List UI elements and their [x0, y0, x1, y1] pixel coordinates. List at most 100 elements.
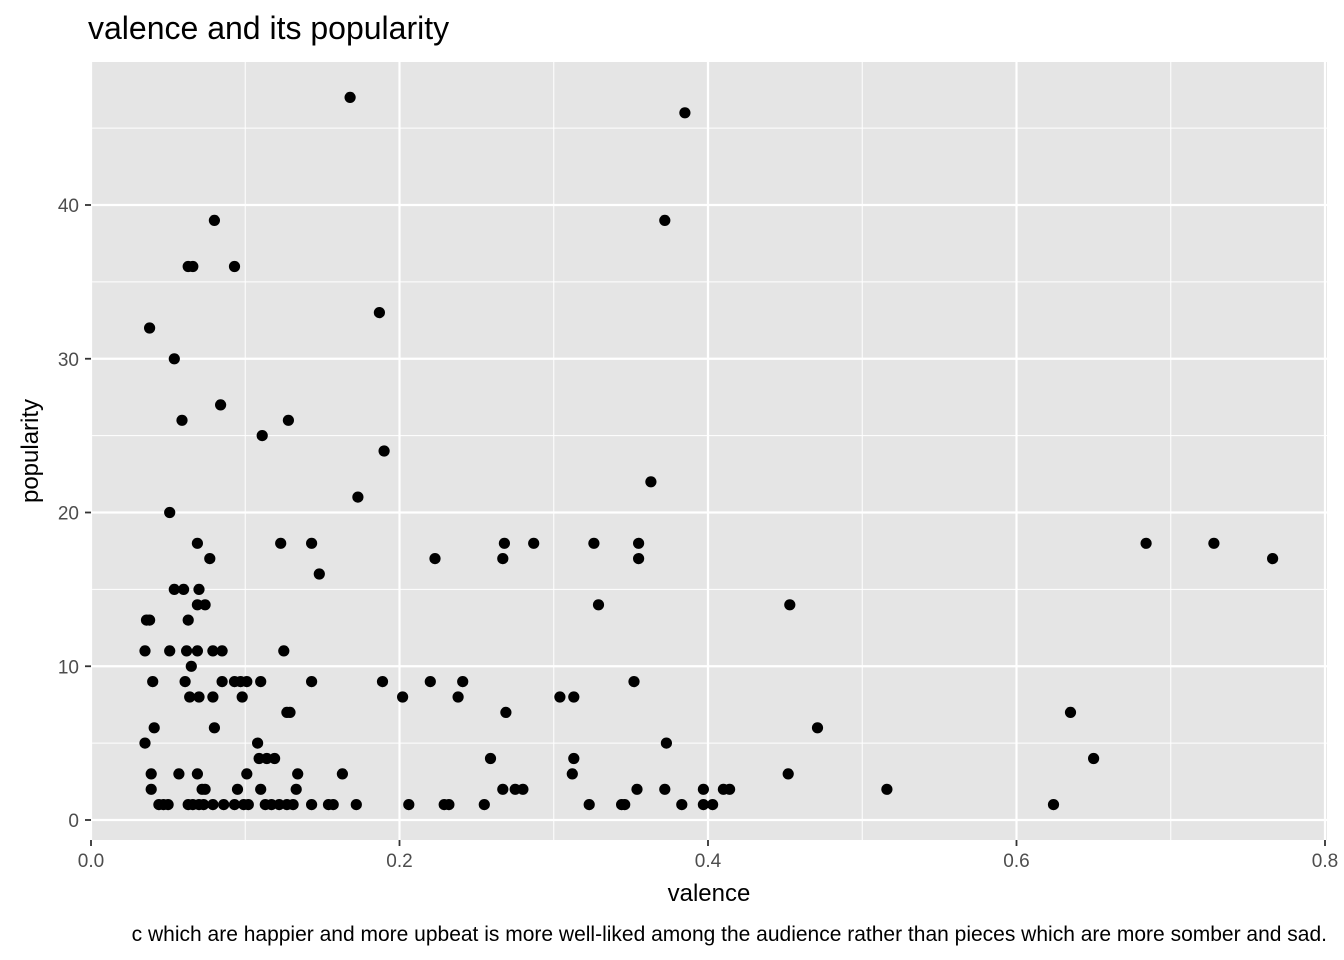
y-tick-label: 20 [58, 504, 79, 525]
data-point [252, 737, 264, 749]
data-point [176, 414, 188, 426]
data-point [191, 768, 203, 780]
data-point [144, 322, 156, 334]
data-point [1064, 706, 1077, 719]
data-point [376, 676, 389, 688]
data-point [784, 599, 796, 611]
data-point [313, 568, 325, 580]
data-point [344, 91, 356, 103]
data-point [659, 214, 671, 226]
data-point [306, 537, 318, 549]
data-point [193, 691, 205, 703]
data-point [588, 537, 600, 549]
x-tick-label: 0.8 [1312, 851, 1338, 872]
data-point [566, 768, 578, 780]
data-point [497, 783, 509, 795]
data-point [164, 645, 176, 657]
data-point [231, 783, 244, 795]
data-point [284, 706, 296, 719]
data-point [228, 799, 241, 811]
data-point [242, 799, 254, 811]
data-point [457, 676, 469, 688]
data-point [660, 737, 673, 749]
data-point [287, 799, 299, 811]
data-point [178, 583, 190, 596]
data-point [811, 722, 824, 734]
data-point [207, 645, 219, 657]
data-point [350, 799, 362, 811]
data-point [168, 583, 180, 596]
data-point [429, 553, 441, 565]
data-point [255, 783, 267, 795]
y-tick-label: 0 [68, 811, 79, 832]
data-point [253, 752, 265, 765]
data-point [676, 799, 688, 811]
data-point [484, 752, 497, 765]
data-point [292, 768, 304, 780]
data-point [336, 768, 348, 780]
data-point [184, 691, 196, 703]
data-point [633, 537, 645, 549]
data-point [517, 783, 529, 795]
data-point [352, 491, 364, 503]
data-point [631, 783, 643, 795]
y-tick-label: 40 [58, 196, 79, 217]
data-point [207, 691, 219, 703]
data-point [424, 676, 436, 688]
data-point [290, 783, 302, 795]
data-point [147, 676, 159, 688]
data-point [208, 722, 220, 734]
data-point [568, 691, 580, 703]
chart-title: valence and its popularity [88, 10, 449, 46]
data-point [182, 614, 194, 626]
data-point [241, 676, 253, 688]
data-point [697, 799, 710, 811]
data-point [179, 676, 191, 688]
data-point [193, 583, 205, 596]
data-point [500, 706, 512, 719]
data-point [144, 614, 156, 626]
data-point [256, 430, 268, 442]
data-point [509, 783, 521, 795]
data-point [187, 260, 199, 273]
data-point [1140, 537, 1152, 549]
data-point [216, 676, 228, 688]
data-point [645, 476, 657, 488]
data-point [265, 799, 278, 811]
x-tick-label: 0.0 [78, 851, 104, 872]
data-point [1208, 537, 1220, 549]
x-axis: 0.0 0.2 0.4 0.6 0.8 [78, 840, 1338, 872]
data-point [327, 799, 339, 811]
data-point [204, 553, 216, 565]
data-point [697, 783, 710, 795]
data-point [191, 537, 203, 549]
y-tick-label: 10 [58, 657, 79, 678]
data-point [191, 645, 203, 657]
data-points [139, 91, 1279, 811]
data-point [397, 691, 409, 703]
data-point [679, 107, 691, 119]
data-point [282, 414, 294, 426]
x-tick-label: 0.2 [386, 851, 412, 872]
data-point [241, 768, 253, 780]
data-point [228, 260, 241, 273]
data-point [498, 537, 510, 549]
data-point [881, 783, 893, 795]
data-point [278, 645, 290, 657]
data-point [216, 645, 228, 657]
data-point [306, 799, 318, 811]
data-point [139, 737, 151, 749]
data-point [592, 599, 605, 611]
data-point [236, 691, 248, 703]
data-point [261, 752, 273, 765]
y-tick-label: 30 [58, 350, 79, 371]
x-axis-title: valence [668, 880, 751, 907]
x-tick-label: 0.4 [695, 851, 722, 872]
data-point [478, 799, 490, 811]
data-point [497, 553, 509, 565]
y-axis-title: popularity [17, 399, 44, 503]
data-point [168, 353, 180, 365]
data-point [633, 553, 645, 565]
data-point [255, 676, 267, 688]
